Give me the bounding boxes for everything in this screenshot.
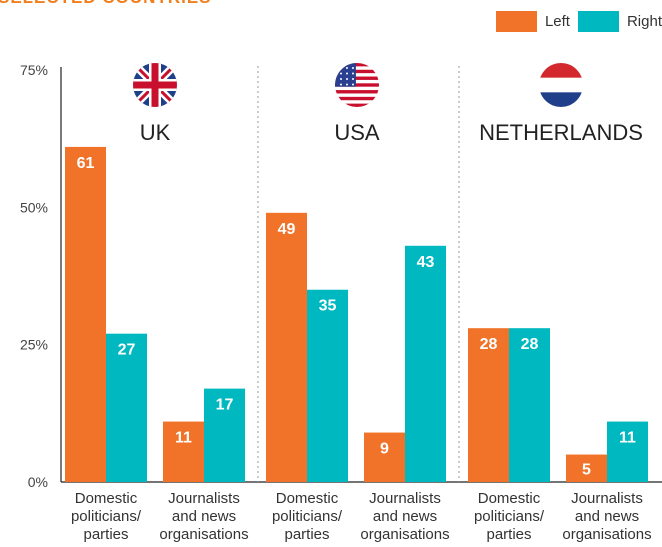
us-flag-icon — [335, 63, 379, 107]
bar-left — [65, 146, 106, 482]
legend-label-left: Left — [544, 12, 570, 30]
us-star — [352, 67, 354, 69]
bar-left — [566, 454, 607, 482]
data-label: 11 — [175, 430, 192, 447]
nl-blue-band — [539, 92, 583, 107]
data-label: 9 — [380, 441, 389, 458]
us-star — [352, 83, 354, 86]
us-star — [340, 83, 342, 86]
us-stripe — [335, 93, 379, 98]
data-label: 61 — [77, 155, 95, 172]
us-star — [346, 72, 348, 75]
netherlands-flag-icon — [539, 63, 583, 107]
legend: Left Right — [495, 10, 662, 32]
bar-right — [204, 388, 245, 482]
us-star — [352, 78, 354, 80]
us-star — [340, 67, 342, 69]
data-label: 43 — [417, 254, 435, 271]
bar-right — [307, 289, 348, 482]
category-label: and news — [373, 508, 437, 525]
category-label: Domestic — [75, 490, 138, 507]
us-stripe — [335, 66, 379, 71]
data-label: 5 — [582, 461, 591, 478]
us-stripe — [335, 100, 379, 104]
data-label: 17 — [216, 397, 234, 414]
uk-flag-icon — [133, 63, 177, 107]
bar-left — [163, 421, 204, 482]
us-stripe — [335, 73, 379, 77]
data-label: 28 — [521, 336, 539, 353]
country-label: UK — [140, 120, 171, 145]
us-stripe — [335, 76, 379, 81]
category-label: Domestic — [276, 490, 339, 507]
legend-swatch-right — [577, 10, 619, 32]
legend-item-left: Left — [495, 10, 570, 32]
us-stripe — [335, 79, 379, 84]
us-star — [346, 67, 348, 69]
category-label: politicians/ — [474, 508, 545, 525]
uk-cross-red — [151, 63, 159, 107]
category-label: Journalists — [168, 490, 240, 507]
country-label: NETHERLANDS — [479, 120, 643, 145]
bar-left — [468, 328, 509, 482]
bar-right — [607, 421, 648, 482]
us-stripe — [335, 63, 379, 67]
legend-item-right: Right — [577, 10, 662, 32]
data-label: 28 — [480, 336, 498, 353]
chart-title: SELECTED COUNTRIES — [0, 0, 212, 8]
bar-right — [509, 328, 550, 482]
us-star — [340, 72, 342, 75]
us-star — [352, 72, 354, 75]
us-stripe — [335, 69, 379, 74]
y-tick-label: 75% — [20, 62, 48, 78]
us-stripe — [335, 96, 379, 101]
category-label: and news — [575, 508, 639, 525]
nl-white-band — [539, 77, 583, 93]
bar-right — [405, 245, 446, 482]
category-label: Journalists — [369, 490, 441, 507]
data-label: 49 — [278, 221, 296, 238]
bar-left — [266, 212, 307, 482]
bar-left — [364, 432, 405, 482]
legend-swatch-left — [495, 10, 537, 32]
category-label: parties — [284, 526, 329, 543]
legend-label-right: Right — [626, 12, 662, 30]
us-stripe — [335, 90, 379, 94]
y-tick-label: 0% — [28, 474, 48, 490]
category-label: organisations — [159, 526, 248, 543]
bar-right — [106, 333, 147, 482]
category-label: organisations — [562, 526, 651, 543]
us-star — [346, 83, 348, 86]
nl-red-band — [539, 63, 583, 79]
us-canton — [335, 63, 356, 87]
us-stripe — [335, 83, 379, 87]
y-tick-label: 50% — [20, 199, 48, 215]
category-label: and news — [172, 508, 236, 525]
category-label: organisations — [360, 526, 449, 543]
category-label: parties — [486, 526, 531, 543]
category-label: Journalists — [571, 490, 643, 507]
y-tick-label: 25% — [20, 337, 48, 353]
category-label: politicians/ — [71, 508, 142, 525]
data-label: 27 — [118, 342, 136, 359]
category-label: Domestic — [478, 490, 541, 507]
us-stripe — [335, 103, 379, 107]
us-star — [340, 78, 342, 80]
us-stripe — [335, 86, 379, 91]
data-label: 11 — [619, 430, 636, 447]
data-label: 35 — [319, 298, 337, 315]
country-label: USA — [334, 120, 380, 145]
us-star — [346, 78, 348, 80]
category-label: politicians/ — [272, 508, 343, 525]
category-label: parties — [83, 526, 128, 543]
